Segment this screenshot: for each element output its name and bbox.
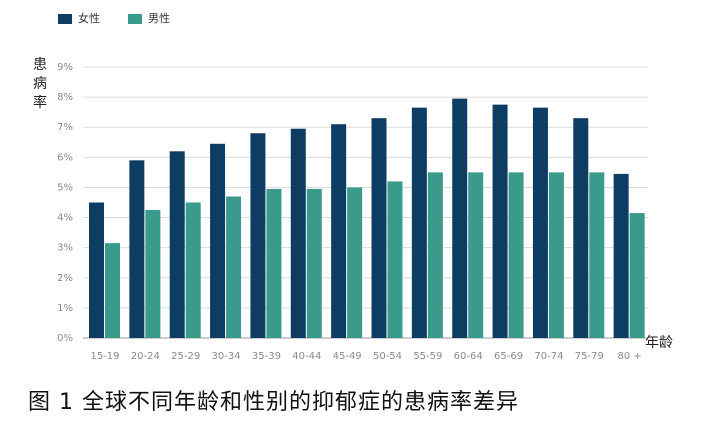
bar-male bbox=[105, 243, 120, 338]
y-axis-label-char: 病 bbox=[33, 76, 47, 92]
x-tick-label: 45-49 bbox=[333, 351, 362, 362]
legend-label: 女性 bbox=[78, 11, 100, 25]
y-tick-label: 1% bbox=[57, 303, 73, 314]
bars bbox=[89, 98, 645, 339]
bar-male bbox=[427, 172, 443, 338]
legend-label: 男性 bbox=[148, 11, 170, 25]
bar-female bbox=[452, 98, 468, 338]
bar-female bbox=[331, 124, 347, 338]
y-axis-label: 患病率 bbox=[33, 57, 47, 111]
y-tick-label: 5% bbox=[57, 182, 73, 193]
bar-female bbox=[169, 151, 185, 338]
legend-swatch bbox=[58, 14, 72, 24]
y-tick-label: 2% bbox=[57, 273, 73, 284]
bar-male bbox=[589, 172, 605, 338]
x-tick-label: 60-64 bbox=[454, 351, 483, 362]
bar-male bbox=[468, 172, 484, 338]
y-tick-label: 6% bbox=[57, 152, 73, 163]
x-tick-label: 35-39 bbox=[252, 351, 281, 362]
bar-male bbox=[629, 213, 645, 338]
bar-male bbox=[226, 196, 242, 338]
x-tick-label: 70-74 bbox=[534, 351, 563, 362]
y-axis-label-char: 率 bbox=[33, 94, 47, 111]
bar-male bbox=[387, 181, 403, 338]
bar-female bbox=[250, 133, 266, 338]
y-axis-ticks: 0% 1% 2% 3% 4% 5% 6% 7% 8% 9% bbox=[57, 62, 73, 344]
y-tick-label: 0% bbox=[57, 333, 73, 344]
bar-female bbox=[89, 202, 104, 338]
x-tick-label: 50-54 bbox=[373, 351, 402, 362]
bar-female bbox=[613, 173, 629, 338]
bar-male bbox=[266, 188, 282, 338]
bar-male bbox=[306, 188, 322, 338]
x-tick-label: 75-79 bbox=[575, 351, 604, 362]
bar-female bbox=[129, 160, 145, 338]
bar-female bbox=[411, 107, 427, 339]
x-axis-ticks: 15-19 20-24 25-29 30-34 35-39 40-44 45-49 50-54… bbox=[90, 351, 641, 362]
x-tick-label: 25-29 bbox=[171, 351, 200, 362]
x-tick-label: 15-19 bbox=[90, 351, 119, 362]
bar-male bbox=[185, 202, 201, 338]
bar-male bbox=[548, 172, 564, 338]
y-tick-label: 3% bbox=[57, 243, 73, 254]
legend-swatch bbox=[128, 14, 142, 24]
bar-female bbox=[371, 118, 387, 338]
bar-female bbox=[492, 104, 508, 338]
figure-caption: 图 1 全球不同年龄和性别的抑郁症的患病率差异 bbox=[28, 390, 519, 415]
x-tick-label: 55-59 bbox=[413, 351, 442, 362]
x-tick-label: 20-24 bbox=[131, 351, 160, 362]
x-tick-label: 80 + bbox=[617, 351, 641, 362]
y-tick-label: 8% bbox=[57, 92, 73, 103]
y-axis-label-char: 患 bbox=[33, 57, 47, 73]
y-tick-label: 7% bbox=[57, 122, 73, 133]
bar-male bbox=[347, 187, 363, 338]
y-tick-label: 9% bbox=[57, 62, 73, 73]
x-tick-label: 65-69 bbox=[494, 351, 523, 362]
x-axis-label: 年龄 bbox=[645, 335, 673, 351]
y-tick-label: 4% bbox=[57, 213, 73, 224]
bar-female bbox=[290, 128, 306, 338]
legend: 女性 男性 bbox=[58, 11, 170, 25]
bar-female bbox=[573, 118, 589, 338]
x-tick-label: 30-34 bbox=[212, 351, 241, 362]
bar-female bbox=[532, 107, 548, 339]
x-tick-label: 40-44 bbox=[292, 351, 321, 362]
bar-male bbox=[508, 172, 524, 338]
bar-female bbox=[210, 143, 226, 338]
bar-male bbox=[145, 210, 161, 338]
